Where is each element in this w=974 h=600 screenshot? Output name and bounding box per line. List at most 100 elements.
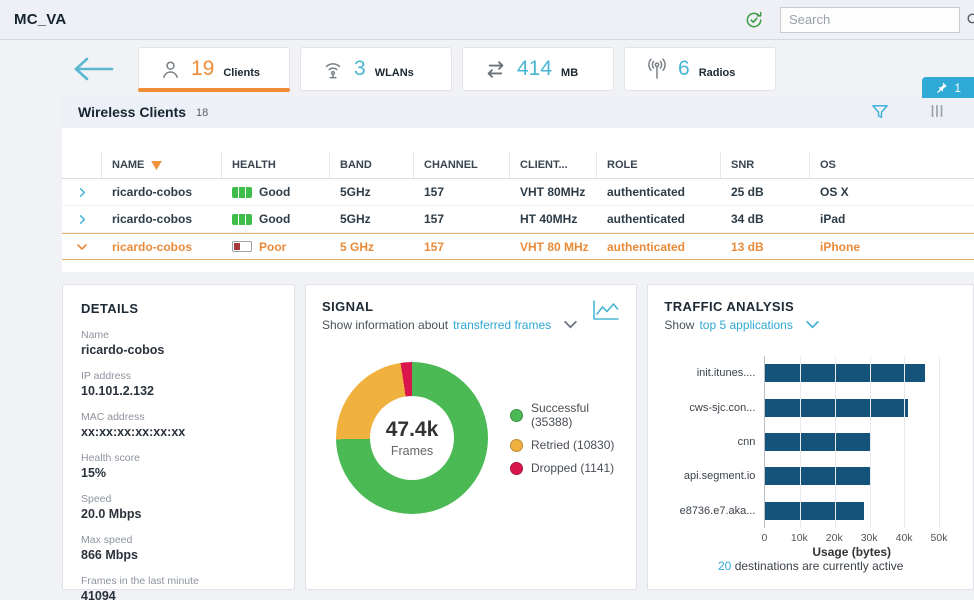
gridline	[904, 356, 905, 528]
signal-legend: Successful (35388)Retried (10830)Dropped…	[510, 401, 620, 475]
wireless-clients-header: Wireless Clients 18	[62, 96, 974, 128]
cell-name[interactable]: ricardo-cobos	[102, 179, 222, 205]
cell-snr: 25 dB	[721, 179, 810, 205]
x-axis-tick: 0	[762, 532, 768, 544]
cell-health: Good	[222, 206, 330, 232]
tab-clients[interactable]: 19 Clients	[138, 47, 290, 91]
cell-role: authenticated	[597, 206, 721, 232]
filter-funnel-icon[interactable]	[870, 102, 890, 122]
chevron-down-icon[interactable]	[564, 321, 577, 329]
tab-label: Clients	[223, 67, 260, 79]
refresh-sync-icon[interactable]	[744, 10, 764, 30]
x-axis-tick: 40k	[896, 532, 913, 544]
health-good-icon	[232, 214, 252, 225]
section-title: Wireless Clients	[78, 104, 186, 120]
bar-category-labels: init.itunes....cws-sjc.con...cnnapi.segm…	[664, 356, 764, 528]
detail-field-value: xx:xx:xx:xx:xx:xx	[81, 425, 276, 439]
top-applications-dropdown[interactable]: top 5 applications	[699, 318, 792, 332]
details-panel: DETAILS Namericardo-cobosIP address10.10…	[62, 284, 295, 590]
chevron-right-icon[interactable]	[62, 206, 102, 232]
cell-health: Good	[222, 179, 330, 205]
gridline	[800, 356, 801, 528]
legend-dot	[510, 439, 523, 452]
x-axis-tick: 20k	[826, 532, 843, 544]
cell-snr: 34 dB	[721, 206, 810, 232]
table-row[interactable]: ricardo-cobosPoor5 GHz157VHT 80 MHzauthe…	[62, 233, 974, 260]
tab-count: 6	[678, 57, 690, 81]
column-header-snr[interactable]: SNR	[721, 152, 810, 178]
person-icon	[159, 58, 182, 81]
bar	[765, 467, 869, 485]
cell-name[interactable]: ricardo-cobos	[102, 234, 222, 259]
search-box[interactable]	[780, 7, 960, 33]
column-header-client[interactable]: CLIENT...	[510, 152, 597, 178]
tab-label: MB	[561, 67, 578, 79]
bar-label: e8736.e7.aka...	[664, 505, 755, 517]
health-good-icon	[232, 187, 252, 198]
clients-table: NAME HEALTH BAND CHANNEL CLIENT... ROLE …	[62, 128, 974, 272]
signal-panel: SIGNAL Show information about transferre…	[305, 284, 637, 590]
detail-field-value: 41094	[81, 589, 276, 600]
detail-field-label: Name	[81, 329, 276, 341]
column-header-band[interactable]: BAND	[330, 152, 414, 178]
tab-wlans[interactable]: 3 WLANs	[300, 47, 452, 91]
detail-field-value: ricardo-cobos	[81, 343, 276, 357]
x-axis-tick: 10k	[791, 532, 808, 544]
line-chart-icon[interactable]	[592, 299, 620, 321]
traffic-footer: 20 destinations are currently active	[664, 559, 957, 575]
cell-role: authenticated	[597, 234, 721, 259]
tab-throughput[interactable]: 414 MB	[462, 47, 614, 91]
transfer-arrows-icon	[483, 57, 508, 82]
transferred-frames-dropdown[interactable]: transferred frames	[453, 318, 551, 332]
detail-field-label: Health score	[81, 452, 276, 464]
traffic-analysis-panel: TRAFFIC ANALYSIS Show top 5 applications…	[647, 284, 974, 590]
column-header-channel[interactable]: CHANNEL	[414, 152, 510, 178]
top-bar: MC_VA	[0, 0, 974, 40]
bar	[765, 502, 864, 520]
chevron-down-icon[interactable]	[806, 321, 819, 329]
pin-badge-count: 1	[954, 81, 961, 95]
signal-title: SIGNAL	[322, 299, 577, 314]
column-header-role[interactable]: ROLE	[597, 152, 721, 178]
detail-field-label: Speed	[81, 493, 276, 505]
cell-channel: 157	[414, 234, 510, 259]
cell-channel: 157	[414, 206, 510, 232]
table-row[interactable]: ricardo-cobosGood5GHz157VHT 80MHzauthent…	[62, 179, 974, 206]
legend-item: Successful (35388)	[510, 401, 620, 429]
chevron-down-icon[interactable]	[62, 234, 102, 259]
pin-badge[interactable]: 1	[922, 77, 974, 98]
bar-label: cws-sjc.con...	[664, 402, 755, 414]
legend-item: Retried (10830)	[510, 438, 620, 452]
back-arrow-icon[interactable]	[72, 56, 114, 82]
table-row[interactable]: ricardo-cobosGood5GHz157HT 40MHzauthenti…	[62, 206, 974, 233]
tab-radios[interactable]: 6 Radios	[624, 47, 776, 91]
gridline	[835, 356, 836, 528]
search-input[interactable]	[789, 12, 965, 27]
chevron-right-icon[interactable]	[62, 179, 102, 205]
sort-desc-icon[interactable]	[151, 161, 162, 170]
header-spacer-cell	[62, 152, 102, 178]
legend-label: Retried (10830)	[531, 438, 614, 452]
tab-label: Radios	[699, 67, 736, 79]
bar-plot-area	[764, 356, 939, 528]
traffic-title: TRAFFIC ANALYSIS	[664, 299, 957, 314]
summary-tab-row: 19 Clients 3 WLANs 414 MB 6 Radios 1	[0, 40, 974, 96]
column-settings-icon[interactable]	[928, 102, 946, 122]
column-header-name[interactable]: NAME	[102, 152, 222, 178]
legend-dot	[510, 462, 523, 475]
detail-panels: DETAILS Namericardo-cobosIP address10.10…	[62, 284, 974, 590]
legend-label: Successful (35388)	[531, 401, 620, 429]
detail-field-label: Max speed	[81, 534, 276, 546]
cell-role: authenticated	[597, 179, 721, 205]
detail-field-label: MAC address	[81, 411, 276, 423]
column-header-health[interactable]: HEALTH	[222, 152, 330, 178]
donut-unit: Frames	[391, 444, 433, 458]
tab-count: 19	[191, 57, 214, 81]
cell-health: Poor	[222, 234, 330, 259]
detail-field-value: 20.0 Mbps	[81, 507, 276, 521]
search-icon[interactable]	[965, 11, 974, 28]
cell-band: 5GHz	[330, 206, 414, 232]
column-header-os[interactable]: OS	[810, 152, 974, 178]
cell-name[interactable]: ricardo-cobos	[102, 206, 222, 232]
gridline	[939, 356, 940, 528]
